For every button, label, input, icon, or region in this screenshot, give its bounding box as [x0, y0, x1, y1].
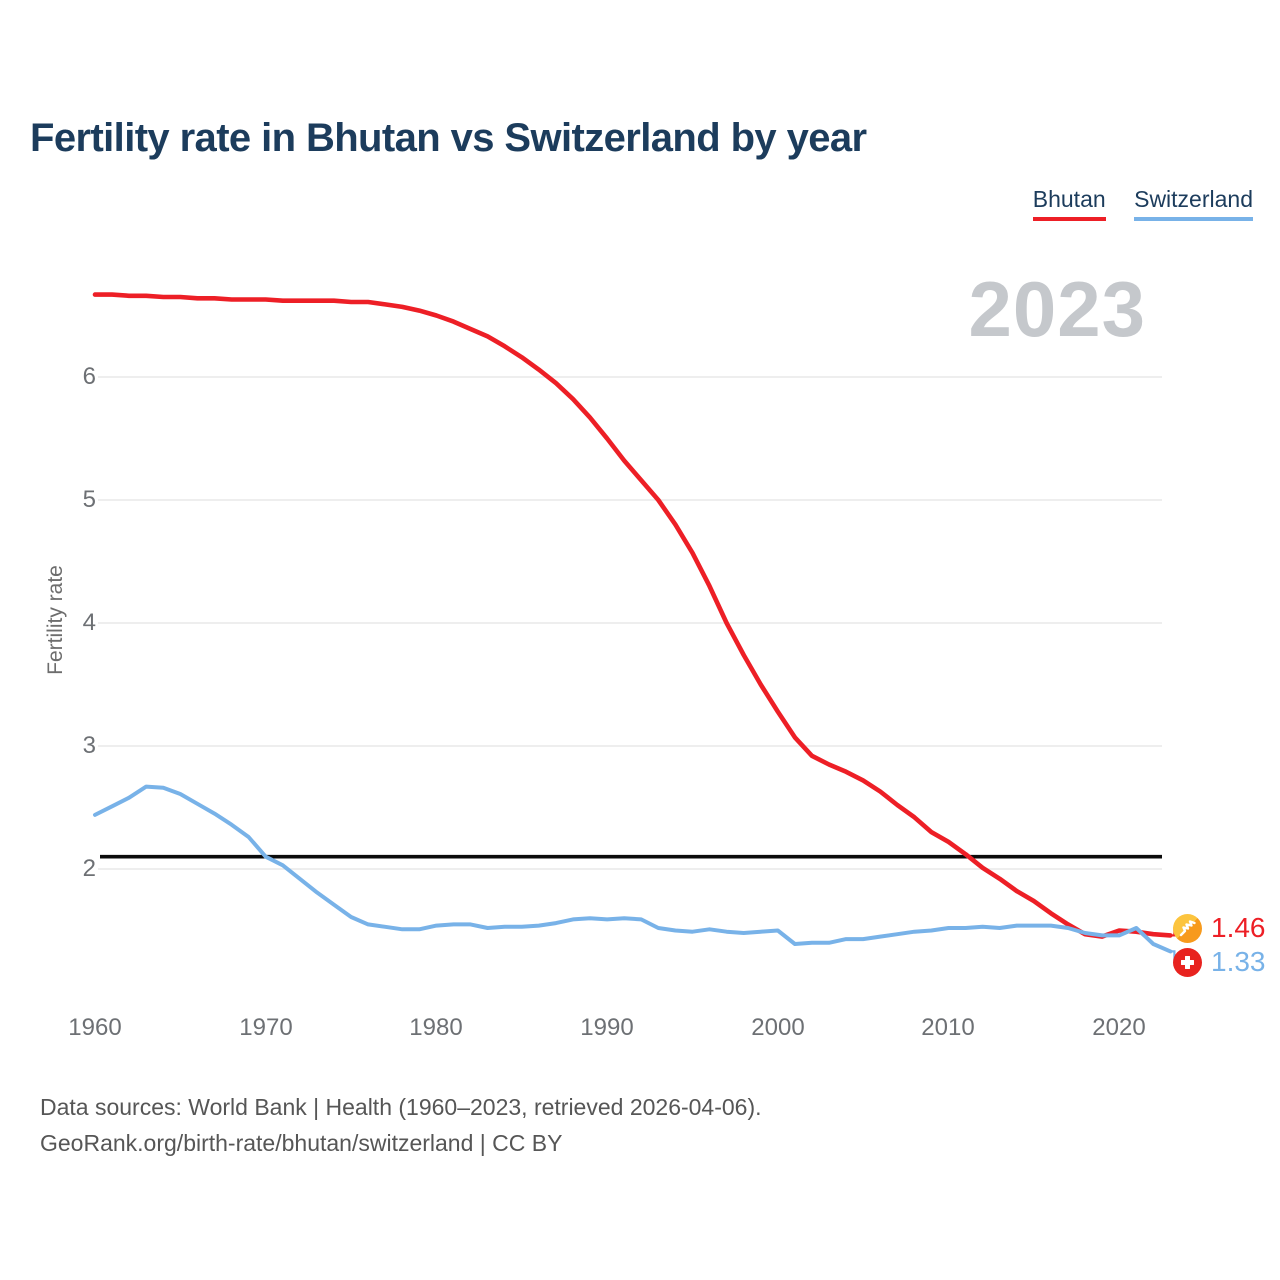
year-watermark: 2023	[968, 265, 1146, 353]
footer-source-line: Data sources: World Bank | Health (1960–…	[40, 1094, 762, 1120]
bhutan-line	[92, 292, 1173, 939]
footer-url-line: GeoRank.org/birth-rate/bhutan/switzerlan…	[40, 1130, 563, 1156]
x-tick-2020: 2020	[1092, 1014, 1146, 1041]
x-tick-2000: 2000	[751, 1014, 805, 1041]
end-label-bhutan: 1.46	[1173, 912, 1266, 943]
legend-item-bhutan[interactable]: Bhutan	[1032, 186, 1106, 221]
y-tick-2: 2	[82, 855, 96, 882]
x-tick-1980: 1980	[409, 1014, 463, 1041]
bhutan-end-value: 1.46	[1211, 912, 1266, 943]
x-tick-1960: 1960	[68, 1014, 122, 1041]
end-label-switzerland: 1.33	[1173, 946, 1266, 977]
y-tick-4: 4	[82, 609, 96, 636]
switzerland-line	[93, 784, 1173, 954]
legend: Bhutan Switzerland	[1009, 186, 1253, 221]
switzerland-end-value: 1.33	[1211, 946, 1266, 977]
x-tick-1990: 1990	[580, 1014, 634, 1041]
y-tick-6: 6	[82, 363, 96, 390]
footer: Data sources: World Bank | Health (1960–…	[40, 1089, 762, 1161]
y-tick-3: 3	[82, 732, 96, 759]
x-tick-2010: 2010	[921, 1014, 975, 1041]
page-title: Fertility rate in Bhutan vs Switzerland …	[30, 116, 867, 160]
x-tick-1970: 1970	[239, 1014, 293, 1041]
y-tick-5: 5	[82, 486, 96, 513]
bhutan-flag-icon	[1173, 913, 1202, 943]
legend-item-switzerland[interactable]: Switzerland	[1134, 186, 1253, 221]
switzerland-flag-icon	[1173, 947, 1202, 977]
